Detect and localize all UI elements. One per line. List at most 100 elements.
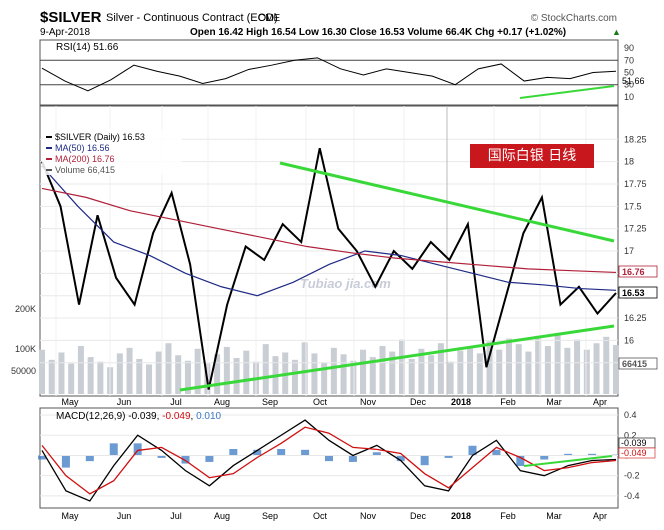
price-tick-label: 18.25	[624, 134, 647, 144]
volume-bar	[243, 350, 250, 394]
volume-bar	[311, 353, 318, 394]
macd-legend-text: MACD(12,26,9)	[56, 411, 128, 422]
x-axis-label-bottom: Sep	[262, 511, 278, 521]
macd-legend-text: ,	[157, 411, 163, 422]
price-tick-label: 17	[624, 246, 634, 256]
price-tick-label: 17.5	[624, 201, 642, 211]
volume-bar	[194, 348, 201, 394]
volume-value-tag: 66415	[622, 359, 647, 369]
macd-histogram-bar	[205, 455, 214, 462]
macd-legend-value: 0.010	[196, 411, 221, 422]
axis-labels: 103050709051.6615.751616.2516.516.751717…	[11, 43, 658, 521]
macd-histogram-bar	[229, 449, 238, 456]
volume-bar	[428, 355, 435, 394]
rsi-trendline	[519, 85, 615, 99]
macd-legend-text: ,	[191, 411, 197, 422]
macd-histogram-bar	[61, 455, 70, 468]
volume-bar	[39, 349, 45, 394]
macd-series-line	[41, 426, 617, 495]
x-axis-label-bottom: Dec	[410, 511, 427, 521]
macd-histogram-bar	[564, 453, 573, 456]
volume-bar	[223, 346, 230, 394]
chart-date: 9-Apr-2018	[40, 27, 90, 38]
rsi-panel	[39, 39, 619, 106]
volume-tick-label: 200K	[15, 304, 36, 314]
rsi-last-value: 51.66	[622, 76, 645, 86]
macd-histogram-bar	[133, 443, 142, 456]
macd-trendline	[523, 455, 613, 467]
price-legend-entry: $SILVER (Daily) 16.53	[55, 132, 145, 142]
x-axis-label: Feb	[500, 397, 516, 407]
volume-tick-label: 50000	[11, 366, 36, 376]
rsi-line	[41, 57, 617, 92]
macd-histogram-bar	[181, 455, 190, 464]
close-value-tag: 16.53	[622, 288, 645, 298]
macd-histogram-bar	[540, 455, 549, 460]
rsi-tick-label: 30	[624, 80, 634, 90]
volume-bar	[360, 349, 367, 394]
macd-histogram-bar	[109, 443, 118, 456]
macd-value-tag: -0.049	[621, 448, 647, 458]
volume-bar	[116, 353, 123, 394]
macd-histogram-bar	[253, 449, 262, 456]
volume-value-tag-box	[618, 357, 658, 370]
volume-bar	[398, 339, 405, 394]
macd-tick-label: -0.2	[624, 471, 640, 481]
macd-histogram-bar	[372, 452, 381, 456]
x-axis-label-bottom: Apr	[593, 511, 607, 521]
volume-bar	[418, 348, 425, 394]
x-axis-label: Jun	[117, 397, 132, 407]
price-legend-entry: Volume 66,415	[55, 165, 115, 175]
volume-bar	[330, 347, 337, 394]
volume-bar	[301, 342, 308, 394]
volume-bar	[496, 349, 503, 394]
series-lines	[41, 57, 617, 502]
volume-bar	[165, 343, 172, 394]
volume-bar	[214, 354, 221, 394]
volume-bar	[408, 358, 415, 394]
rsi-legend: RSI(14) 51.66	[56, 42, 119, 53]
upper-trendline	[279, 161, 615, 243]
credit-label: © StockCharts.com	[531, 13, 617, 24]
macd-histogram-bar	[38, 455, 46, 460]
volume-bar	[437, 343, 444, 394]
volume-bar	[554, 334, 561, 394]
volume-bar	[505, 338, 512, 394]
x-axis-label-bottom: Mar	[546, 511, 562, 521]
volume-bar	[389, 351, 396, 394]
price-tick-label: 18	[624, 157, 634, 167]
macd-legend-value: -0.049	[162, 411, 191, 422]
legends: RSI(14) 51.66 $SILVER (Daily) 16.53MA(50)…	[42, 42, 222, 422]
macd-histogram-bar	[492, 449, 501, 456]
price-series-line	[41, 165, 617, 297]
volume-bar	[291, 359, 298, 394]
x-axis-label: Jul	[170, 397, 182, 407]
volume-tick-label: 100K	[15, 344, 36, 354]
volume-bar	[613, 345, 619, 394]
volume-bar	[321, 362, 328, 394]
macd-histogram-bar	[277, 449, 286, 456]
volume-bar	[535, 335, 542, 394]
volume-bar	[350, 360, 357, 394]
volume-bar	[126, 347, 133, 394]
macd-series-line	[41, 419, 617, 502]
lower-trendline	[179, 324, 615, 392]
exchange-label: CME	[258, 13, 281, 24]
macd-histogram-bar	[468, 445, 477, 456]
chart-description: Silver - Continuous Contract (EOD)	[106, 12, 278, 24]
x-axis-label: Dec	[410, 397, 427, 407]
x-axis-label: Nov	[360, 397, 377, 407]
volume-bar	[48, 359, 55, 394]
x-axis-label: Apr	[593, 397, 607, 407]
macd-tick-label: -0.4	[624, 491, 640, 501]
chart-symbol: $SILVER	[40, 9, 102, 26]
x-axis-label: Mar	[546, 397, 562, 407]
x-axis-label: Oct	[313, 397, 328, 407]
volume-bar	[525, 351, 532, 394]
x-axis-label-bottom: Nov	[360, 511, 377, 521]
macd-histogram-bar	[85, 455, 94, 462]
price-tick-label: 16	[624, 335, 634, 345]
volume-bar	[184, 360, 191, 394]
close-value-tag-box	[618, 286, 658, 299]
